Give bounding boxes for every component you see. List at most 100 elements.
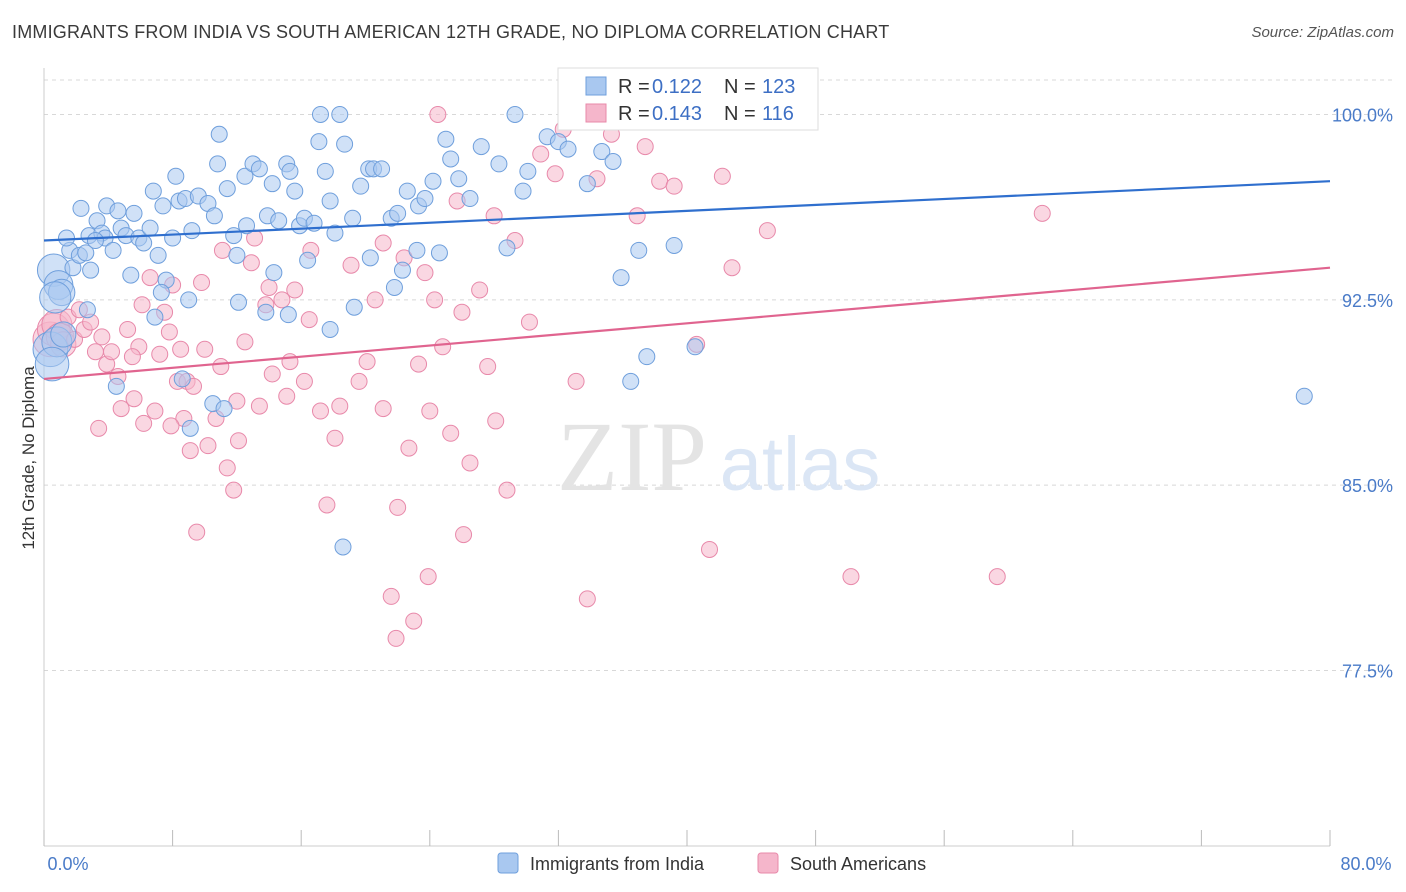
south-american-point xyxy=(366,291,384,309)
india-point xyxy=(236,167,254,185)
south-american-point xyxy=(273,291,291,309)
south-american-point xyxy=(421,402,439,420)
legend-n-value-sa: 116 xyxy=(762,103,794,125)
y-tick-label: 77.5% xyxy=(1342,662,1393,682)
india-point xyxy=(281,162,299,180)
india-point xyxy=(180,291,198,309)
india-point xyxy=(385,278,403,296)
south-american-point xyxy=(429,105,447,123)
india-point xyxy=(209,155,227,173)
south-american-point xyxy=(213,241,231,259)
x-tick-labels: 0.0% 80.0% xyxy=(47,854,1391,874)
india-point xyxy=(164,229,182,247)
south-american-point xyxy=(199,437,217,455)
india-point xyxy=(559,140,577,158)
india-point xyxy=(506,105,524,123)
south-american-point xyxy=(250,397,268,415)
india-point xyxy=(146,308,164,326)
south-american-point xyxy=(350,372,368,390)
trend-line-india xyxy=(43,180,1331,242)
india-point xyxy=(250,160,268,178)
india-point xyxy=(393,261,411,279)
south-american-point xyxy=(485,207,503,225)
india-point xyxy=(181,419,199,437)
watermark: ZIP atlas xyxy=(557,401,880,512)
india-point xyxy=(612,269,630,287)
south-american-point xyxy=(260,278,278,296)
south-american-point xyxy=(358,353,376,371)
south-american-point xyxy=(842,568,860,586)
india-point xyxy=(361,249,379,267)
india-point xyxy=(424,172,442,190)
india-point xyxy=(630,241,648,259)
south-american-point xyxy=(713,167,731,185)
watermark-zip: ZIP xyxy=(557,401,707,512)
india-point xyxy=(210,125,228,143)
south-american-point xyxy=(442,424,460,442)
south-american-point xyxy=(112,400,130,418)
south-american-point xyxy=(286,281,304,299)
india-point xyxy=(58,229,76,247)
india-point xyxy=(321,192,339,210)
india-point xyxy=(321,320,339,338)
south-american-point xyxy=(651,172,669,190)
india-point xyxy=(144,182,162,200)
watermark-atlas: atlas xyxy=(720,422,881,507)
india-point xyxy=(310,133,328,151)
india-point xyxy=(593,143,611,161)
south-american-point xyxy=(461,454,479,472)
india-point xyxy=(78,301,96,319)
south-american-point xyxy=(151,345,169,363)
india-point xyxy=(279,306,297,324)
series-legend-swatch-india xyxy=(497,852,519,874)
south-american-point xyxy=(331,397,349,415)
india-point xyxy=(238,217,256,235)
india-point xyxy=(519,162,537,180)
south-american-point xyxy=(300,311,318,329)
south-american-point xyxy=(123,348,141,366)
india-point xyxy=(154,197,172,215)
india-point xyxy=(442,150,460,168)
india-point xyxy=(107,377,125,395)
india-point xyxy=(311,105,329,123)
south-american-point xyxy=(532,145,550,163)
legend-r-key-india: R = xyxy=(618,76,650,98)
india-point xyxy=(135,234,153,252)
india-point xyxy=(622,372,640,390)
india-point xyxy=(638,348,656,366)
india-point xyxy=(430,244,448,262)
south-american-point xyxy=(400,439,418,457)
india-point xyxy=(686,338,704,356)
india-point xyxy=(72,199,90,217)
india-point xyxy=(152,283,170,301)
legend-n-key-sa: N = xyxy=(724,103,756,125)
south-american-point xyxy=(416,264,434,282)
south-american-point xyxy=(146,402,164,420)
south-american-point xyxy=(228,392,246,410)
india-point xyxy=(514,182,532,200)
legend-r-value-india: 0.122 xyxy=(652,76,702,98)
south-american-point xyxy=(93,328,111,346)
south-american-point xyxy=(172,340,190,358)
india-point xyxy=(1295,387,1313,405)
x-tick-label-min: 0.0% xyxy=(47,854,88,874)
south-american-point xyxy=(188,523,206,541)
series-legend: Immigrants from India South Americans xyxy=(497,852,926,874)
south-american-point xyxy=(230,432,248,450)
south-american-point xyxy=(389,498,407,516)
legend-r-value-sa: 0.143 xyxy=(652,103,702,125)
india-point xyxy=(230,293,248,311)
south-american-point xyxy=(701,540,719,558)
south-american-point xyxy=(636,138,654,156)
south-american-point xyxy=(374,400,392,418)
legend-n-key-india: N = xyxy=(724,76,756,98)
india-point xyxy=(326,224,344,242)
india-point xyxy=(578,175,596,193)
south-american-point xyxy=(119,320,137,338)
south-american-point xyxy=(281,353,299,371)
india-point xyxy=(334,538,352,556)
south-american-point xyxy=(410,355,428,373)
south-american-point xyxy=(419,568,437,586)
y-tick-labels: 77.5% 85.0% 92.5% 100.0% xyxy=(1332,105,1393,681)
india-point xyxy=(373,160,391,178)
